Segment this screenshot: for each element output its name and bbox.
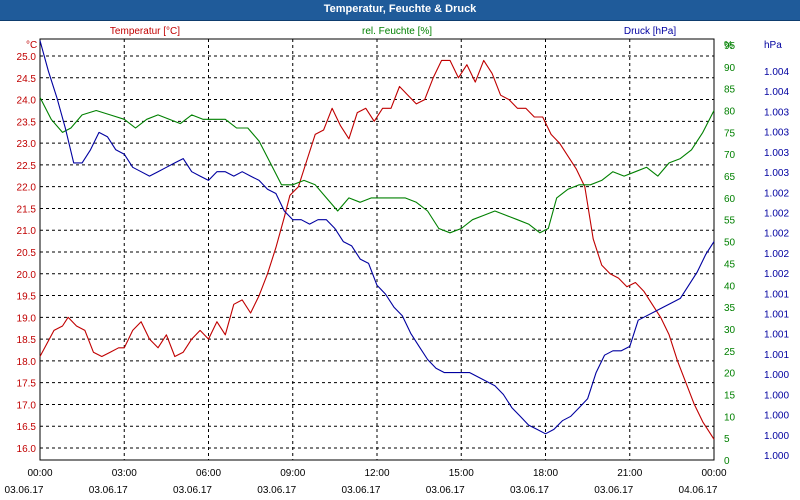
x-tick-date: 03.06.17 — [257, 485, 296, 496]
x-tick-time: 12:00 — [364, 468, 389, 479]
pressure-tick-label: 1.003 — [764, 148, 789, 159]
pressure-tick-label: 1.002 — [764, 229, 789, 240]
humidity-tick-label: 65 — [724, 172, 736, 183]
left-tick-label: 22.5 — [17, 161, 37, 172]
left-tick-label: 18.5 — [17, 335, 37, 346]
pressure-tick-label: 1.003 — [764, 107, 789, 118]
left-tick-label: 20.5 — [17, 248, 37, 259]
x-tick-date: 03.06.17 — [5, 485, 44, 496]
x-tick-time: 03:00 — [112, 468, 137, 479]
pressure-tick-label: 1.003 — [764, 168, 789, 179]
x-tick-time: 00:00 — [27, 468, 52, 479]
x-tick-date: 03.06.17 — [173, 485, 212, 496]
x-tick-time: 21:00 — [617, 468, 642, 479]
pressure-tick-label: 1.002 — [764, 249, 789, 260]
humidity-tick-label: 25 — [724, 347, 736, 358]
pressure-tick-label: 1.002 — [764, 208, 789, 219]
humidity-axis-unit: % — [724, 40, 733, 51]
pressure-tick-label: 1.004 — [764, 67, 789, 78]
pressure-tick-label: 1.000 — [764, 411, 789, 422]
left-tick-label: 19.0 — [17, 313, 37, 324]
x-tick-time: 09:00 — [280, 468, 305, 479]
pressure-tick-label: 1.000 — [764, 370, 789, 381]
humidity-tick-label: 90 — [724, 63, 736, 74]
humidity-tick-label: 70 — [724, 150, 736, 161]
humidity-tick-label: 30 — [724, 325, 736, 336]
pressure-tick-label: 1.000 — [764, 390, 789, 401]
pressure-tick-label: 1.004 — [764, 87, 789, 98]
left-tick-label: 18.0 — [17, 357, 37, 368]
humidity-tick-label: 55 — [724, 216, 736, 227]
humidity-tick-label: 0 — [724, 456, 730, 467]
x-tick-date: 03.06.17 — [510, 485, 549, 496]
x-tick-time: 15:00 — [449, 468, 474, 479]
left-tick-label: 22.0 — [17, 183, 37, 194]
pressure-tick-label: 1.002 — [764, 188, 789, 199]
x-tick-date: 03.06.17 — [426, 485, 465, 496]
left-axis-unit: °C — [26, 40, 37, 51]
x-tick-date: 04.06.17 — [679, 485, 718, 496]
humidity-tick-label: 50 — [724, 238, 736, 249]
pressure-tick-label: 1.001 — [764, 350, 789, 361]
left-tick-label: 16.0 — [17, 444, 37, 455]
left-tick-label: 24.5 — [17, 74, 37, 85]
left-tick-label: 20.0 — [17, 270, 37, 281]
humidity-tick-label: 45 — [724, 259, 736, 270]
temperature-line — [39, 59, 715, 440]
chart-title: Temperatur, Feuchte & Druck — [0, 0, 800, 21]
left-tick-label: 16.5 — [17, 422, 37, 433]
left-tick-label: 21.5 — [17, 204, 37, 215]
axes: °C 16.0 16.5 17.0 17.5 18.0 18.5 19.0 19.5 20.0 20… — [5, 40, 790, 496]
humidity-tick-label: 95 — [724, 41, 736, 52]
x-tick-date: 03.06.17 — [594, 485, 633, 496]
left-tick-label: 23.0 — [17, 139, 37, 150]
humidity-tick-label: 80 — [724, 107, 736, 118]
legend-entry: rel. Feuchte [%] — [362, 26, 432, 37]
pressure-tick-label: 1.001 — [764, 310, 789, 321]
pressure-tick-label: 1.003 — [764, 128, 789, 139]
left-tick-label: 17.5 — [17, 379, 37, 390]
pressure-line — [39, 40, 715, 435]
humidity-tick-label: 40 — [724, 281, 736, 292]
series-lines — [39, 40, 715, 440]
left-tick-label: 21.0 — [17, 226, 37, 237]
humidity-tick-label: 15 — [724, 390, 736, 401]
left-tick-label: 23.5 — [17, 117, 37, 128]
legend: Temperatur [°C] rel. Feuchte [%] Druck [hP… — [110, 26, 676, 37]
pressure-tick-label: 1.001 — [764, 289, 789, 300]
humidity-tick-label: 10 — [724, 412, 736, 423]
humidity-tick-label: 5 — [724, 434, 730, 445]
left-tick-label: 24.0 — [17, 96, 37, 107]
grid-lines — [39, 38, 715, 461]
legend-entry: Druck [hPa] — [624, 26, 676, 37]
x-tick-time: 06:00 — [196, 468, 221, 479]
x-tick-date: 03.06.17 — [342, 485, 381, 496]
left-tick-label: 17.0 — [17, 400, 37, 411]
humidity-line — [39, 97, 715, 234]
pressure-tick-label: 1.000 — [764, 451, 789, 462]
pressure-tick-label: 1.002 — [764, 269, 789, 280]
x-tick-date: 03.06.17 — [89, 485, 128, 496]
x-tick-time: 00:00 — [701, 468, 726, 479]
left-tick-label: 19.5 — [17, 292, 37, 303]
humidity-tick-label: 60 — [724, 194, 736, 205]
humidity-tick-label: 35 — [724, 303, 736, 314]
humidity-tick-label: 20 — [724, 369, 736, 380]
pressure-tick-label: 1.001 — [764, 330, 789, 341]
humidity-tick-label: 85 — [724, 85, 736, 96]
pressure-axis-unit: hPa — [764, 40, 782, 51]
pressure-tick-label: 1.000 — [764, 431, 789, 442]
x-tick-time: 18:00 — [533, 468, 558, 479]
legend-entry: Temperatur [°C] — [110, 26, 180, 37]
humidity-tick-label: 75 — [724, 128, 736, 139]
left-tick-label: 25.0 — [17, 52, 37, 63]
